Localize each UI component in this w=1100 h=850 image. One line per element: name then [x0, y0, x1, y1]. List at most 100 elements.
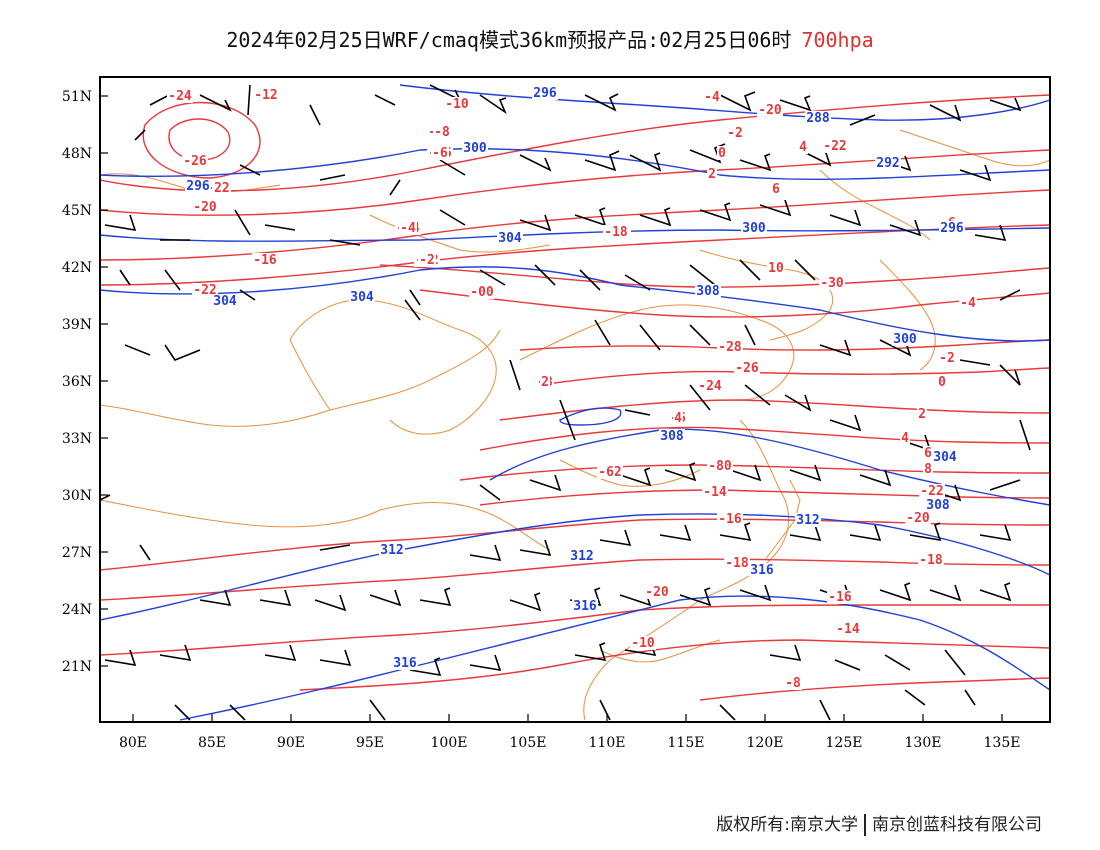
temperature-label: 6	[772, 182, 780, 197]
height-label: 300	[742, 221, 766, 236]
chart-title: 2024年02月25日WRF/cmaq模式36km预报产品:02月25日06时 7…	[0, 24, 1100, 53]
label-background	[707, 167, 717, 181]
wind-barb	[374, 94, 396, 106]
latitude-tick-label: 24N	[62, 602, 92, 618]
wind-barb	[974, 224, 1007, 242]
label-background	[959, 296, 977, 310]
wind-barb	[624, 409, 651, 416]
height-label: 296	[940, 221, 964, 236]
label-background	[717, 512, 743, 526]
label-background	[819, 276, 845, 290]
wind-barb	[369, 699, 386, 721]
height-label: 308	[660, 429, 684, 444]
wind-barb	[439, 159, 466, 176]
wind-barb	[979, 582, 1012, 602]
wind-barb	[699, 202, 732, 222]
height-contour	[179, 595, 1050, 721]
wind-barb	[909, 522, 942, 542]
temperature-label: -4	[960, 296, 976, 311]
label-background	[875, 156, 901, 170]
label-background	[938, 351, 956, 365]
wind-barb	[619, 467, 652, 487]
wind-barb	[574, 642, 607, 662]
label-background	[182, 154, 208, 168]
label-background	[923, 446, 933, 460]
label-background	[717, 340, 743, 354]
wind-barb	[639, 207, 672, 227]
wind-barb	[689, 324, 711, 346]
wind-barb	[559, 399, 576, 441]
label-background	[605, 465, 615, 479]
wind-barb	[739, 153, 772, 172]
wind-barb	[389, 179, 401, 196]
label-background	[925, 498, 951, 512]
label-background	[784, 676, 802, 690]
label-background	[399, 221, 417, 235]
temperature-label: -2	[727, 126, 743, 141]
label-background	[702, 485, 728, 499]
label-background	[673, 411, 683, 425]
border-line	[289, 299, 497, 435]
label-background	[905, 511, 931, 525]
label-background	[827, 590, 853, 604]
temperature-label: -22	[920, 484, 943, 499]
label-background	[892, 332, 918, 346]
height-label: 304	[213, 294, 237, 309]
wind-barb	[409, 289, 421, 306]
label-background	[703, 90, 721, 104]
temperature-label: -8	[785, 676, 801, 691]
border-line	[100, 329, 501, 427]
wind-barb	[989, 479, 1021, 491]
temperature-label: 2	[541, 375, 549, 390]
height-label: 308	[696, 284, 720, 299]
temperature-label: -26	[735, 361, 759, 376]
label-background	[939, 221, 965, 235]
label-background	[757, 103, 783, 117]
label-background	[932, 450, 958, 464]
label-background	[749, 563, 775, 577]
isotherm	[499, 399, 1050, 421]
wind-barb	[744, 324, 756, 346]
wind-barb	[904, 689, 926, 706]
label-background	[798, 140, 808, 154]
wind-barb	[584, 93, 619, 112]
wind-barb	[579, 269, 601, 291]
wind-barb	[599, 699, 611, 721]
wind-barb	[199, 589, 232, 607]
wind-barb	[534, 264, 556, 286]
label-background	[462, 141, 488, 155]
wind-barb	[629, 152, 662, 172]
wind-barb	[584, 150, 620, 172]
temperature-label: 2	[918, 407, 926, 422]
wind-barb	[164, 344, 201, 361]
temperature-label: -18	[725, 556, 749, 571]
height-label: 300	[893, 332, 917, 347]
label-background	[540, 375, 550, 389]
label-background	[379, 543, 405, 557]
isotherm	[459, 464, 1050, 481]
longitude-tick-label: 95E	[356, 735, 384, 751]
height-label: 312	[380, 543, 403, 558]
wind-barb	[739, 259, 761, 281]
wind-barb	[594, 319, 611, 346]
isotherm	[100, 189, 1050, 261]
label-background	[253, 88, 279, 102]
longitude-tick-label: 105E	[510, 735, 547, 751]
wind-barb	[519, 214, 552, 232]
wind-barb	[929, 584, 962, 602]
wind-barb	[679, 587, 712, 607]
wind-barb	[989, 97, 1022, 112]
wind-barb	[119, 269, 131, 286]
temperature-label: 4	[674, 411, 682, 426]
wind-barb	[174, 704, 191, 721]
latitude-tick-label: 48N	[62, 146, 92, 162]
height-label: 316	[393, 656, 417, 671]
height-label: 304	[933, 450, 957, 465]
height-contour	[489, 428, 1050, 506]
border-line	[100, 499, 551, 551]
height-contour	[399, 84, 1050, 121]
label-background	[392, 656, 418, 670]
label-background	[918, 553, 944, 567]
temperature-label: 6	[924, 446, 932, 461]
